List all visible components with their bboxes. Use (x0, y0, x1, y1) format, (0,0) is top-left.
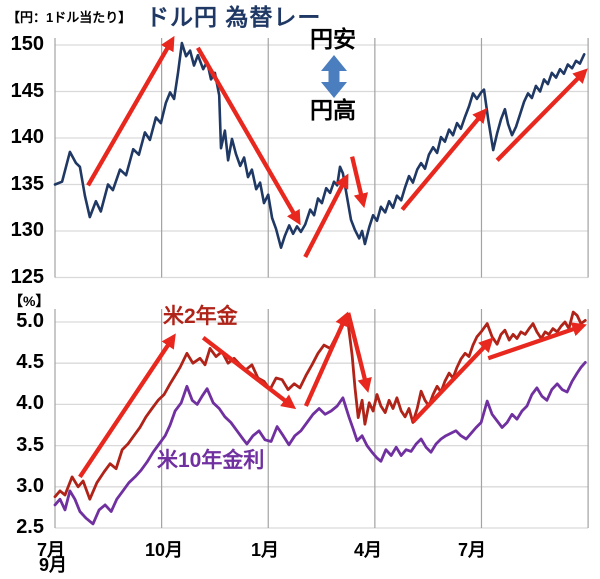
y-tick-label: 3.0 (16, 474, 44, 497)
y-tick-label: 150 (10, 33, 44, 55)
x-tick-label: 4月 (353, 540, 382, 560)
trend-arrow (78, 333, 176, 479)
y-tick-label: 140 (10, 126, 44, 148)
bottom-axis-unit-label: 【%】 (9, 293, 50, 309)
y-tick-label: 125 (10, 265, 44, 288)
y-tick-label: 130 (10, 219, 44, 241)
x-tick-label: 7月 (36, 540, 65, 560)
trend-arrow (350, 156, 369, 209)
y-tick-label: 135 (10, 172, 44, 195)
series-label-us10y: 米10年金利 (157, 449, 265, 472)
y-tick-label: 3.5 (16, 433, 44, 456)
us10y-line (53, 360, 587, 526)
y-tick-label: 5.0 (16, 310, 44, 332)
y-tick-label: 2.5 (16, 516, 44, 538)
series-label-us2y: 米2年金 (163, 305, 238, 328)
trend-arrow (303, 173, 349, 259)
y-tick-label: 4.0 (16, 392, 44, 415)
top-axis-unit-label: 【円：1ドル当たり】 (7, 10, 132, 25)
x-tick-label-sub: 9月 (38, 555, 67, 575)
trend-arrow (495, 68, 588, 162)
trend-arrow (400, 108, 488, 211)
y-tick-label: 145 (10, 79, 44, 102)
page-title: ドル円 為替レー (146, 4, 322, 30)
trend-arrow (487, 322, 587, 361)
trend-arrow (411, 337, 494, 424)
trend-arrow (303, 311, 349, 407)
trend-arrow (201, 335, 297, 410)
yen-weak-label: 円安 (310, 26, 356, 52)
trend-arrow (196, 46, 301, 226)
us2y-line (53, 310, 587, 501)
x-tick-label: 10月 (144, 540, 184, 560)
fx-line (53, 41, 586, 249)
trend-arrow (346, 312, 372, 393)
x-tick-label: 1月 (250, 540, 279, 560)
x-tick-label: 7月 (457, 540, 486, 560)
y-tick-label: 4.5 (16, 351, 44, 374)
updown-arrow-icon (321, 55, 347, 98)
yen-strong-label: 円高 (310, 97, 356, 123)
trend-arrow (86, 35, 175, 187)
